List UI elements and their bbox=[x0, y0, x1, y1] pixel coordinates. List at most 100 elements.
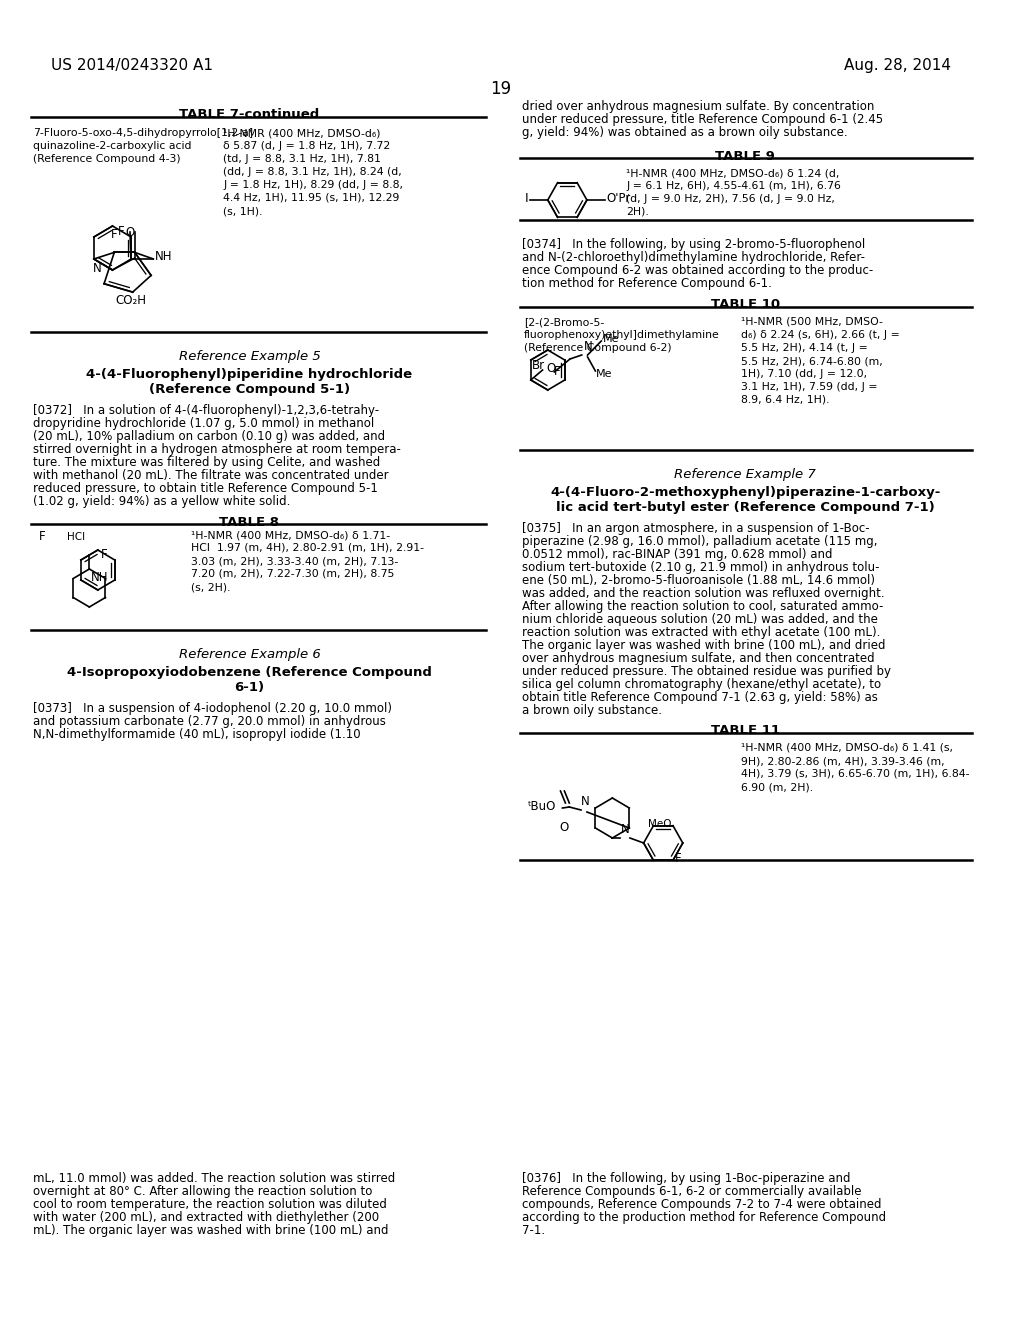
Text: (Reference Compound 5-1): (Reference Compound 5-1) bbox=[148, 383, 350, 396]
Text: F: F bbox=[111, 228, 117, 242]
Text: TABLE 11: TABLE 11 bbox=[711, 723, 780, 737]
Text: NH: NH bbox=[91, 572, 109, 583]
Text: mL, 11.0 mmol) was added. The reaction solution was stirred: mL, 11.0 mmol) was added. The reaction s… bbox=[33, 1172, 395, 1185]
Text: 0.0512 mmol), rac-BINAP (391 mg, 0.628 mmol) and: 0.0512 mmol), rac-BINAP (391 mg, 0.628 m… bbox=[522, 548, 833, 561]
Text: tion method for Reference Compound 6-1.: tion method for Reference Compound 6-1. bbox=[522, 277, 772, 290]
Text: 19: 19 bbox=[490, 81, 511, 98]
Text: piperazine (2.98 g, 16.0 mmol), palladium acetate (115 mg,: piperazine (2.98 g, 16.0 mmol), palladiu… bbox=[522, 535, 878, 548]
Text: over anhydrous magnesium sulfate, and then concentrated: over anhydrous magnesium sulfate, and th… bbox=[522, 652, 874, 665]
Text: 4.4 Hz, 1H), 11.95 (s, 1H), 12.29: 4.4 Hz, 1H), 11.95 (s, 1H), 12.29 bbox=[223, 193, 399, 203]
Text: After allowing the reaction solution to cool, saturated ammo-: After allowing the reaction solution to … bbox=[522, 601, 884, 612]
Text: fluorophenoxy)ethyl]dimethylamine: fluorophenoxy)ethyl]dimethylamine bbox=[524, 330, 720, 341]
Text: (s, 1H).: (s, 1H). bbox=[223, 206, 262, 216]
Text: Me: Me bbox=[603, 334, 620, 345]
Text: [0372]   In a solution of 4-(4-fluorophenyl)-1,2,3,6-tetrahy-: [0372] In a solution of 4-(4-fluoropheny… bbox=[33, 404, 379, 417]
Text: overnight at 80° C. After allowing the reaction solution to: overnight at 80° C. After allowing the r… bbox=[33, 1185, 373, 1199]
Text: ¹H-NMR (500 MHz, DMSO-: ¹H-NMR (500 MHz, DMSO- bbox=[741, 317, 884, 327]
Text: (dd, J = 8.8, 3.1 Hz, 1H), 8.24 (d,: (dd, J = 8.8, 3.1 Hz, 1H), 8.24 (d, bbox=[223, 168, 401, 177]
Text: with methanol (20 mL). The filtrate was concentrated under: with methanol (20 mL). The filtrate was … bbox=[33, 469, 389, 482]
Text: [0373]   In a suspension of 4-iodophenol (2.20 g, 10.0 mmol): [0373] In a suspension of 4-iodophenol (… bbox=[33, 702, 392, 715]
Text: TABLE 7-continued: TABLE 7-continued bbox=[179, 108, 319, 121]
Text: ¹H-NMR (400 MHz, DMSO-d₆): ¹H-NMR (400 MHz, DMSO-d₆) bbox=[223, 128, 381, 139]
Text: [0376]   In the following, by using 1-Boc-piperazine and: [0376] In the following, by using 1-Boc-… bbox=[522, 1172, 851, 1185]
Text: ence Compound 6-2 was obtained according to the produc-: ence Compound 6-2 was obtained according… bbox=[522, 264, 873, 277]
Text: TABLE 8: TABLE 8 bbox=[219, 516, 280, 529]
Text: 6-1): 6-1) bbox=[234, 681, 264, 694]
Text: g, yield: 94%) was obtained as a brown oily substance.: g, yield: 94%) was obtained as a brown o… bbox=[522, 125, 848, 139]
Text: sodium tert-butoxide (2.10 g, 21.9 mmol) in anhydrous tolu-: sodium tert-butoxide (2.10 g, 21.9 mmol)… bbox=[522, 561, 880, 574]
Text: N: N bbox=[92, 261, 101, 275]
Text: dried over anhydrous magnesium sulfate. By concentration: dried over anhydrous magnesium sulfate. … bbox=[522, 100, 874, 114]
Text: MeO: MeO bbox=[647, 818, 671, 829]
Text: Reference Compounds 6-1, 6-2 or commercially available: Reference Compounds 6-1, 6-2 or commerci… bbox=[522, 1185, 862, 1199]
Text: F: F bbox=[675, 851, 682, 865]
Text: F: F bbox=[39, 531, 46, 543]
Text: ¹H-NMR (400 MHz, DMSO-d₆) δ 1.41 (s,: ¹H-NMR (400 MHz, DMSO-d₆) δ 1.41 (s, bbox=[741, 743, 953, 752]
Text: N,N-dimethylformamide (40 mL), isopropyl iodide (1.10: N,N-dimethylformamide (40 mL), isopropyl… bbox=[33, 729, 360, 741]
Text: O: O bbox=[125, 226, 134, 239]
Text: Me: Me bbox=[595, 370, 612, 379]
Text: 4-(4-Fluorophenyl)piperidine hydrochloride: 4-(4-Fluorophenyl)piperidine hydrochlori… bbox=[86, 368, 413, 381]
Text: 6.90 (m, 2H).: 6.90 (m, 2H). bbox=[741, 781, 814, 792]
Text: ¹H-NMR (400 MHz, DMSO-d₆) δ 1.24 (d,: ¹H-NMR (400 MHz, DMSO-d₆) δ 1.24 (d, bbox=[626, 168, 840, 178]
Text: N: N bbox=[584, 341, 593, 352]
Text: F: F bbox=[118, 224, 124, 238]
Text: (td, J = 8.8, 3.1 Hz, 1H), 7.81: (td, J = 8.8, 3.1 Hz, 1H), 7.81 bbox=[223, 154, 381, 164]
Text: compounds, Reference Compounds 7-2 to 7-4 were obtained: compounds, Reference Compounds 7-2 to 7-… bbox=[522, 1199, 882, 1210]
Text: Reference Example 6: Reference Example 6 bbox=[178, 648, 321, 661]
Text: dropyridine hydrochloride (1.07 g, 5.0 mmol) in methanol: dropyridine hydrochloride (1.07 g, 5.0 m… bbox=[33, 417, 375, 430]
Text: silica gel column chromatography (hexane/ethyl acetate), to: silica gel column chromatography (hexane… bbox=[522, 678, 882, 690]
Text: TABLE 9: TABLE 9 bbox=[716, 150, 775, 162]
Text: O: O bbox=[560, 821, 569, 834]
Text: ene (50 mL), 2-bromo-5-fluoroanisole (1.88 mL, 14.6 mmol): ene (50 mL), 2-bromo-5-fluoroanisole (1.… bbox=[522, 574, 876, 587]
Text: N: N bbox=[581, 795, 590, 808]
Text: quinazoline-2-carboxylic acid: quinazoline-2-carboxylic acid bbox=[33, 141, 191, 150]
Text: 4-(4-Fluoro-2-methoxyphenyl)piperazine-1-carboxy-: 4-(4-Fluoro-2-methoxyphenyl)piperazine-1… bbox=[550, 486, 941, 499]
Text: J = 1.8 Hz, 1H), 8.29 (dd, J = 8.8,: J = 1.8 Hz, 1H), 8.29 (dd, J = 8.8, bbox=[223, 180, 403, 190]
Text: O: O bbox=[547, 363, 556, 375]
Text: (Reference Compound 4-3): (Reference Compound 4-3) bbox=[33, 154, 181, 164]
Text: ᵗBuO: ᵗBuO bbox=[528, 800, 557, 813]
Text: Br: Br bbox=[531, 359, 545, 372]
Text: and N-(2-chloroethyl)dimethylamine hydrochloride, Refer-: and N-(2-chloroethyl)dimethylamine hydro… bbox=[522, 251, 865, 264]
Text: Aug. 28, 2014: Aug. 28, 2014 bbox=[844, 58, 951, 73]
Text: 5.5 Hz, 2H), 6.74-6.80 (m,: 5.5 Hz, 2H), 6.74-6.80 (m, bbox=[741, 356, 884, 366]
Text: (Reference Compound 6-2): (Reference Compound 6-2) bbox=[524, 343, 672, 352]
Text: d₆) δ 2.24 (s, 6H), 2.66 (t, J =: d₆) δ 2.24 (s, 6H), 2.66 (t, J = bbox=[741, 330, 900, 341]
Text: 3.1 Hz, 1H), 7.59 (dd, J =: 3.1 Hz, 1H), 7.59 (dd, J = bbox=[741, 381, 878, 392]
Text: [2-(2-Bromo-5-: [2-(2-Bromo-5- bbox=[524, 317, 604, 327]
Text: (d, J = 9.0 Hz, 2H), 7.56 (d, J = 9.0 Hz,: (d, J = 9.0 Hz, 2H), 7.56 (d, J = 9.0 Hz… bbox=[626, 194, 835, 205]
Text: US 2014/0243320 A1: US 2014/0243320 A1 bbox=[51, 58, 213, 73]
Text: 7.20 (m, 2H), 7.22-7.30 (m, 2H), 8.75: 7.20 (m, 2H), 7.22-7.30 (m, 2H), 8.75 bbox=[190, 569, 394, 579]
Text: δ 5.87 (d, J = 1.8 Hz, 1H), 7.72: δ 5.87 (d, J = 1.8 Hz, 1H), 7.72 bbox=[223, 141, 390, 150]
Text: TABLE 10: TABLE 10 bbox=[711, 298, 780, 312]
Text: F: F bbox=[101, 548, 108, 561]
Text: mL). The organic layer was washed with brine (100 mL) and: mL). The organic layer was washed with b… bbox=[33, 1224, 389, 1237]
Text: 5.5 Hz, 2H), 4.14 (t, J =: 5.5 Hz, 2H), 4.14 (t, J = bbox=[741, 343, 868, 352]
Text: nium chloride aqueous solution (20 mL) was added, and the: nium chloride aqueous solution (20 mL) w… bbox=[522, 612, 879, 626]
Text: [0375]   In an argon atmosphere, in a suspension of 1-Boc-: [0375] In an argon atmosphere, in a susp… bbox=[522, 521, 870, 535]
Text: with water (200 mL), and extracted with diethylether (200: with water (200 mL), and extracted with … bbox=[33, 1210, 379, 1224]
Text: 9H), 2.80-2.86 (m, 4H), 3.39-3.46 (m,: 9H), 2.80-2.86 (m, 4H), 3.39-3.46 (m, bbox=[741, 756, 945, 766]
Text: under reduced pressure, title Reference Compound 6-1 (2.45: under reduced pressure, title Reference … bbox=[522, 114, 884, 125]
Text: J = 6.1 Hz, 6H), 4.55-4.61 (m, 1H), 6.76: J = 6.1 Hz, 6H), 4.55-4.61 (m, 1H), 6.76 bbox=[626, 181, 841, 191]
Text: (20 mL), 10% palladium on carbon (0.10 g) was added, and: (20 mL), 10% palladium on carbon (0.10 g… bbox=[33, 430, 385, 444]
Text: NH: NH bbox=[156, 249, 173, 263]
Text: 3.03 (m, 2H), 3.33-3.40 (m, 2H), 7.13-: 3.03 (m, 2H), 3.33-3.40 (m, 2H), 7.13- bbox=[190, 556, 398, 566]
Text: HCl: HCl bbox=[67, 532, 85, 543]
Text: I: I bbox=[524, 193, 528, 206]
Text: 4H), 3.79 (s, 3H), 6.65-6.70 (m, 1H), 6.84-: 4H), 3.79 (s, 3H), 6.65-6.70 (m, 1H), 6.… bbox=[741, 770, 970, 779]
Text: 7-Fluoro-5-oxo-4,5-dihydropyrrolo[1,2-a]: 7-Fluoro-5-oxo-4,5-dihydropyrrolo[1,2-a] bbox=[33, 128, 253, 139]
Text: (1.02 g, yield: 94%) as a yellow white solid.: (1.02 g, yield: 94%) as a yellow white s… bbox=[33, 495, 291, 508]
Text: 8.9, 6.4 Hz, 1H).: 8.9, 6.4 Hz, 1H). bbox=[741, 395, 830, 405]
Text: obtain title Reference Compound 7-1 (2.63 g, yield: 58%) as: obtain title Reference Compound 7-1 (2.6… bbox=[522, 690, 879, 704]
Text: reaction solution was extracted with ethyl acetate (100 mL).: reaction solution was extracted with eth… bbox=[522, 626, 881, 639]
Text: (s, 2H).: (s, 2H). bbox=[190, 582, 230, 591]
Text: CO₂H: CO₂H bbox=[116, 294, 146, 308]
Text: 7-1.: 7-1. bbox=[522, 1224, 546, 1237]
Text: N: N bbox=[622, 822, 630, 836]
Text: HCl  1.97 (m, 4H), 2.80-2.91 (m, 1H), 2.91-: HCl 1.97 (m, 4H), 2.80-2.91 (m, 1H), 2.9… bbox=[190, 543, 424, 553]
Text: [0374]   In the following, by using 2-bromo-5-fluorophenol: [0374] In the following, by using 2-brom… bbox=[522, 238, 865, 251]
Text: reduced pressure, to obtain title Reference Compound 5-1: reduced pressure, to obtain title Refere… bbox=[33, 482, 378, 495]
Text: a brown oily substance.: a brown oily substance. bbox=[522, 704, 663, 717]
